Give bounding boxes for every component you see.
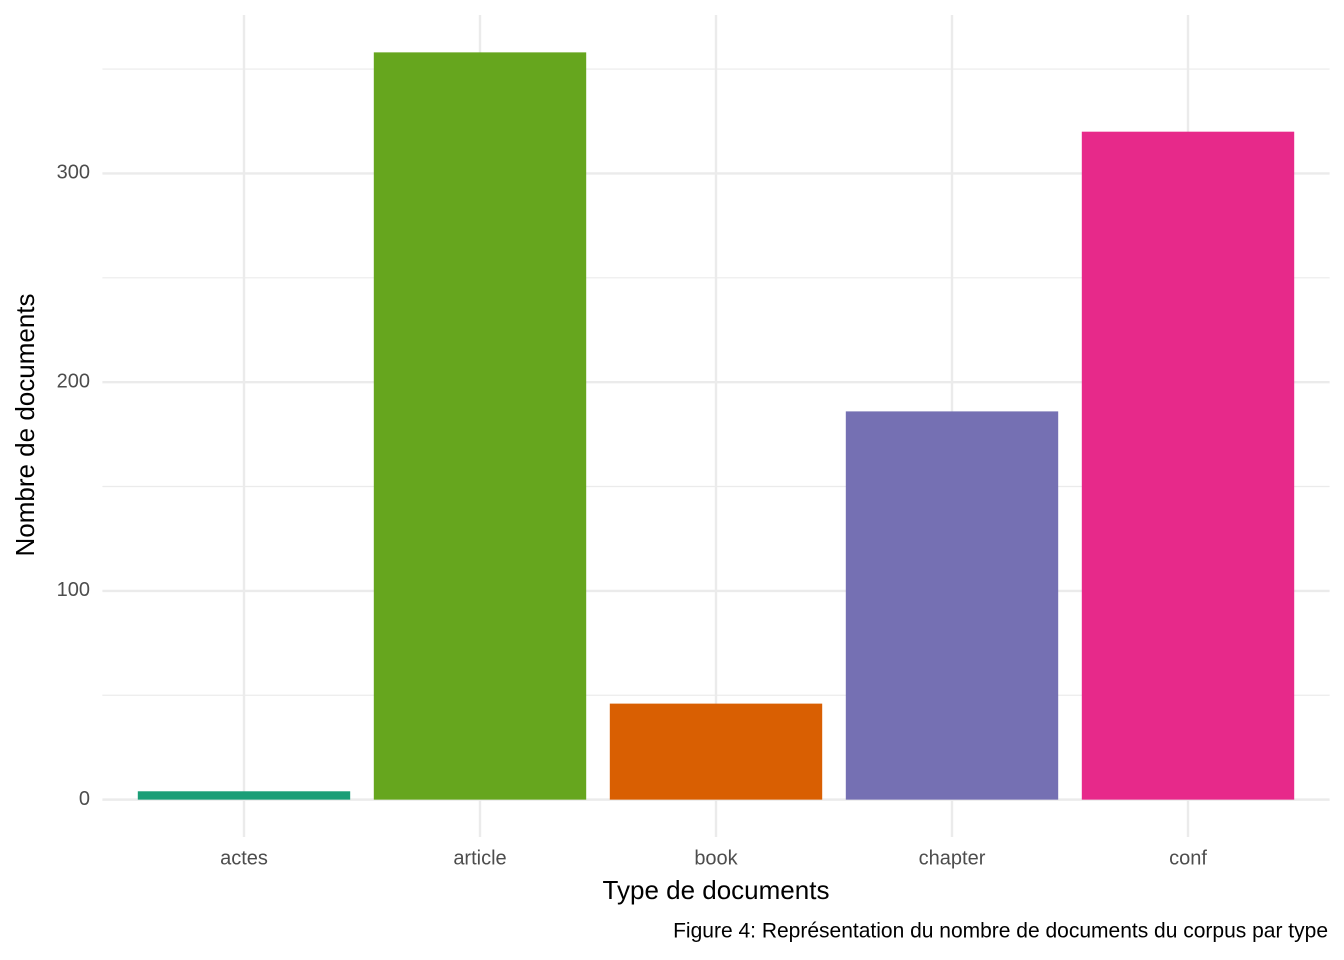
bar — [1081, 131, 1295, 800]
caption: Figure 4: Représentation du nombre de do… — [673, 920, 1328, 943]
y-tick-label: 0 — [79, 788, 90, 810]
x-tick-label: article — [453, 847, 506, 869]
bars — [137, 52, 1295, 800]
y-tick-label: 300 — [57, 162, 90, 184]
x-tick-label: conf — [1169, 847, 1207, 869]
x-tick-label: actes — [220, 847, 268, 869]
y-tick-label: 200 — [57, 370, 90, 392]
bar — [373, 52, 587, 800]
x-axis-title: Type de documents — [603, 875, 830, 905]
bar — [845, 411, 1059, 800]
y-tick-label: 100 — [57, 579, 90, 601]
y-axis-title: Nombre de documents — [10, 293, 40, 556]
x-tick-label: chapter — [919, 847, 986, 869]
bar — [137, 791, 351, 800]
bar — [609, 703, 823, 800]
x-tick-label: book — [694, 847, 738, 869]
